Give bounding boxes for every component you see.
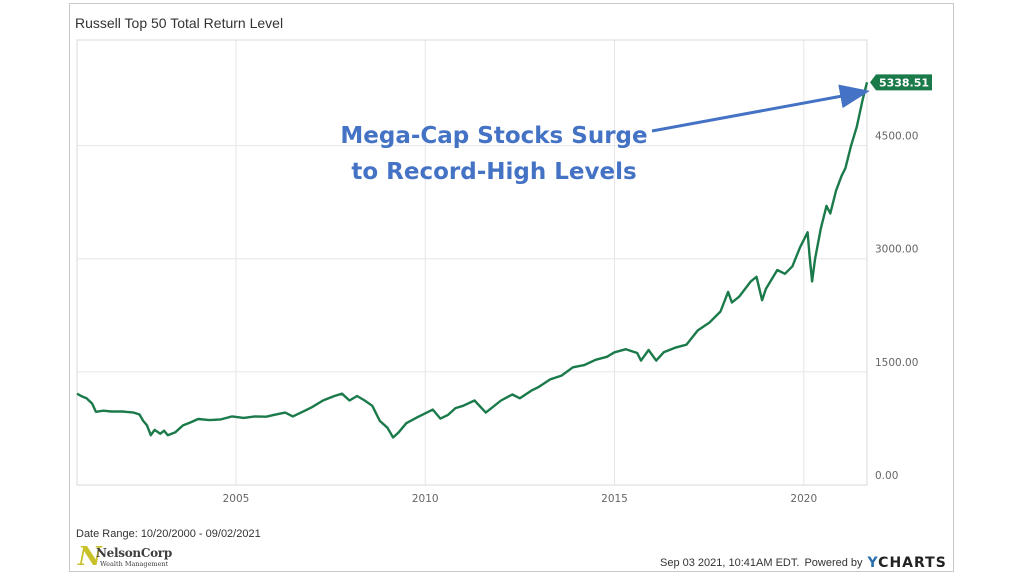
- y-tick-label: 1500.00: [875, 357, 918, 369]
- x-tick-label: 2010: [412, 493, 439, 505]
- y-tick-label: 3000.00: [875, 244, 918, 256]
- y-tick-label: 4500.00: [875, 131, 918, 143]
- ycharts-y: Y: [867, 555, 879, 571]
- logo-mark: N: [78, 542, 102, 572]
- grid-lines: [77, 40, 867, 486]
- last-value-badge-shape: [870, 74, 932, 91]
- x-tick-label: 2020: [790, 493, 817, 505]
- series-line: [76, 82, 869, 439]
- y-tick-label: 0.00: [875, 470, 898, 482]
- timestamp: Sep 03 2021, 10:41AM EDT.: [660, 557, 800, 569]
- plot-area-border: [76, 39, 868, 486]
- footer: Sep 03 2021, 10:41AM EDT. Powered by YCH…: [660, 555, 947, 571]
- powered-by: Powered by: [804, 557, 863, 569]
- x-tick-label: 2005: [223, 493, 250, 505]
- chart-title: Russell Top 50 Total Return Level: [75, 15, 284, 31]
- date-range: Date Range: 10/20/2000 - 09/02/2021: [76, 528, 261, 540]
- ycharts-name: CHARTS: [878, 555, 947, 571]
- x-axis-ticks: 2005 2010 2015 2020: [223, 493, 818, 505]
- last-value-badge: 5338.51: [870, 74, 932, 91]
- last-value-label: 5338.51: [879, 76, 929, 89]
- annotation-arrow: [651, 84, 870, 133]
- x-tick-label: 2015: [601, 493, 628, 505]
- logo-name: NelsonCorp: [96, 546, 172, 560]
- nelsoncorp-logo: N NelsonCorp Wealth Management: [78, 542, 188, 572]
- annotation-line-1: Mega-Cap Stocks Surge: [340, 123, 647, 149]
- ycharts-logo: YCHARTS: [868, 555, 947, 571]
- logo-subtitle: Wealth Management: [100, 560, 169, 568]
- chart-frame: [69, 3, 954, 572]
- y-axis-ticks: 0.00 1500.00 3000.00 4500.00: [875, 131, 918, 482]
- annotation-line-2: to Record-High Levels: [351, 159, 636, 185]
